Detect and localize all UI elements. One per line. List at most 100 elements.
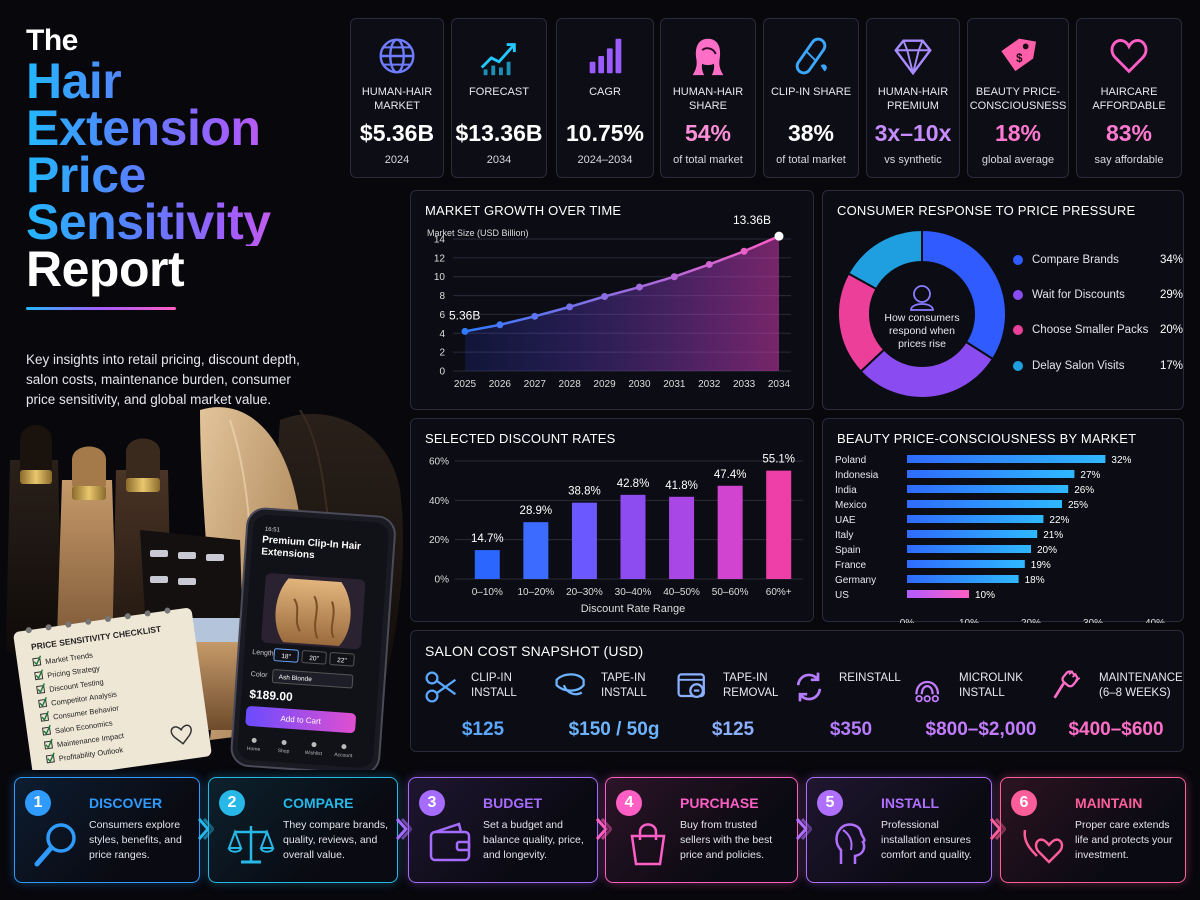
journey-step-budget[interactable]: 3 BUDGET Set a budget and balance quality,… (408, 777, 598, 883)
salon-label-line1: TAPE-IN (601, 672, 646, 684)
data-point (635, 283, 643, 291)
phone-nav-home[interactable]: Home (247, 746, 261, 753)
x-tick-label: 0–10% (472, 587, 503, 598)
care-heart-icon (1019, 820, 1067, 868)
checklist-checkbox[interactable] (41, 726, 52, 736)
price-tag-icon: $ (968, 33, 1068, 79)
kpi-card: $ BEAUTY PRICE-CONSCIOUSNESS 18% global ave… (967, 18, 1069, 178)
hair-clip-icon (764, 33, 858, 79)
x-tick-label: 2034 (768, 379, 791, 390)
step-title: PURCHASE (680, 795, 759, 811)
bar (907, 530, 1038, 538)
title-line-extension: Extension (26, 103, 346, 153)
title-underline (26, 307, 176, 310)
checklist-checkbox[interactable] (36, 685, 46, 695)
salon-cost-item: TAPE-IN REMOVAL $125 (675, 665, 791, 755)
check-icon (45, 738, 53, 749)
bar (907, 515, 1044, 523)
refresh-icon (791, 669, 827, 705)
bar-value-label: 22% (1049, 515, 1069, 526)
discount-rates-title: SELECTED DISCOUNT RATES (425, 431, 616, 446)
shopping-bag-icon (624, 820, 672, 868)
category-label: Spain (835, 545, 861, 556)
data-point (461, 327, 469, 335)
bar-value-label: 25% (1068, 500, 1088, 511)
length-option-22[interactable]: 22" (337, 657, 348, 665)
check-icon (41, 710, 49, 722)
salon-cost-title: SALON COST SNAPSHOT (USD) (425, 643, 644, 659)
phone-length-options[interactable]: 18" 20" 22" (273, 648, 355, 667)
legend-label: Choose Smaller Packs (1032, 324, 1149, 336)
kpi-value: 54% (684, 120, 732, 146)
heart-icon (1077, 33, 1181, 79)
head-profile-icon (825, 820, 873, 868)
user-icon (913, 285, 931, 303)
kpi-card: CAGR 10.75% 2024–2034 (556, 18, 654, 178)
journey-step-install[interactable]: 5 INSTALL Professional installation ensure… (806, 777, 992, 883)
kpi-value: 3x–10x (874, 120, 952, 146)
legend-dot (1013, 325, 1023, 335)
report-title: The Hair Extension Price Sensitivity Rep… (26, 24, 346, 310)
journey-step-discover[interactable]: 1 DISCOVER Consumers explore styles, benef… (14, 777, 200, 883)
bar-value-label: 42.8% (617, 478, 650, 490)
step-title: BUDGET (483, 795, 543, 811)
checklist-checkbox[interactable] (43, 740, 53, 750)
donut-legend: Compare Brands 34% Wait for Discounts 29% Ch… (1013, 191, 1183, 411)
bar-value-label: 26% (1074, 485, 1094, 496)
phone-nav-wishlist[interactable]: Wishlist (305, 750, 323, 757)
journey-step-maintain[interactable]: 6 MAINTAIN Proper care extends life and pr… (1000, 777, 1186, 883)
bar-value-label: 27% (1080, 470, 1100, 481)
x-tick-label: 60%+ (766, 587, 792, 598)
y-tick-label: 20% (429, 535, 449, 546)
step-description: Set a budget and balance quality, price,… (483, 819, 584, 861)
x-tick-label: 2031 (663, 379, 686, 390)
add-to-cart-button[interactable] (245, 706, 356, 734)
checklist-checkbox[interactable] (45, 754, 55, 764)
step-title: DISCOVER (89, 795, 163, 811)
kpi-card: HUMAN-HAIR SHARE 54% of total market (660, 18, 756, 178)
title-line-price: Price (26, 150, 346, 200)
kpi-card: HAIRCARE AFFORDABLE 83% say affordable (1076, 18, 1182, 178)
step-description: They compare brands, quality, reviews, a… (283, 819, 389, 861)
data-label: 13.36B (733, 213, 771, 227)
x-tick-label: 2025 (454, 379, 477, 390)
bar (907, 470, 1075, 478)
step-description: Professional installation ensures comfor… (881, 819, 972, 861)
phone-time: 16:51 (265, 527, 281, 534)
salon-cost-price: $125 (461, 719, 505, 740)
step-number: 2 (219, 790, 245, 816)
data-point (601, 293, 609, 301)
svg-text:$: $ (1016, 53, 1023, 65)
kpi-subtext: vs synthetic (884, 154, 942, 166)
checklist-checkbox[interactable] (34, 671, 44, 681)
category-label: Poland (835, 455, 866, 466)
legend-item: Wait for Discounts 29% (1013, 287, 1183, 303)
salon-cost-panel: SALON COST SNAPSHOT (USD) CLIP-IN INSTALL… (410, 630, 1184, 752)
microlink-icon (911, 669, 947, 705)
checklist-checkbox[interactable] (38, 698, 48, 708)
category-label: Italy (835, 530, 853, 541)
journey-step-purchase[interactable]: 4 PURCHASE Buy from trusted sellers with t… (605, 777, 798, 883)
title-line-hair: Hair (26, 56, 346, 106)
x-tick-label: 30% (1083, 618, 1103, 623)
checklist-checkbox[interactable] (40, 712, 50, 722)
tape-icon (553, 669, 589, 705)
scales-icon (227, 820, 275, 868)
checklist-checkbox[interactable] (32, 657, 42, 667)
phone-nav-shop[interactable]: Shop (277, 748, 289, 755)
y-tick-label: 60% (429, 457, 449, 468)
length-option-20[interactable]: 20" (309, 655, 320, 663)
journey-step-compare[interactable]: 2 COMPARE They compare brands, quality, re… (208, 777, 398, 883)
scissors-icon (423, 669, 459, 705)
y-tick-label: 14 (434, 235, 446, 246)
series-line (464, 235, 780, 333)
salon-label-line2: INSTALL (471, 687, 517, 699)
length-option-18[interactable]: 18" (281, 653, 292, 661)
donut-slice (921, 228, 1007, 361)
phone-nav-account[interactable]: Account (334, 752, 353, 759)
bar-value-label: 20% (1037, 545, 1057, 556)
consumer-response-donut: How consumers respond when prices rise (837, 228, 1007, 399)
kpi-label: HUMAN-HAIR PREMIUM (877, 86, 949, 112)
x-tick-label: 2030 (628, 379, 651, 390)
phone-color-select[interactable] (271, 669, 354, 689)
